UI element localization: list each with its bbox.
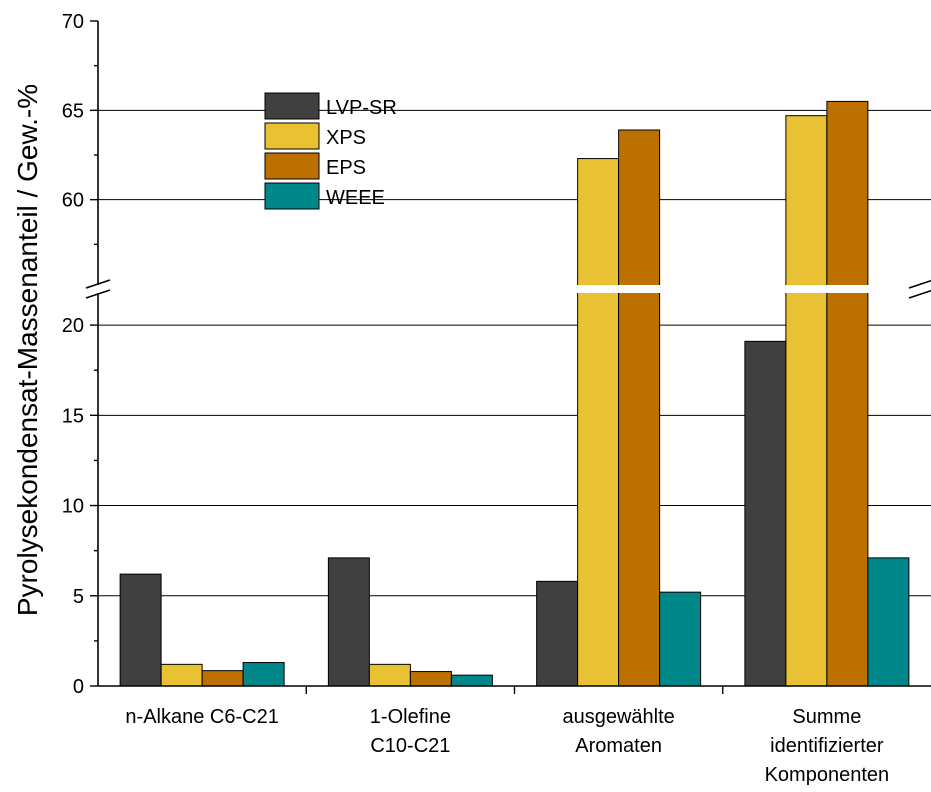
bar-xps-1	[160, 663, 203, 687]
legend-swatch-xps	[264, 122, 320, 150]
legend-swatch-lvp-sr	[264, 92, 320, 120]
y-tick-label: 20	[62, 315, 84, 337]
bar-lvp-sr-1	[119, 573, 162, 687]
category-label: C10-C21	[370, 735, 450, 757]
category-label: identifizierter	[770, 735, 884, 757]
bar-lvp-sr-2	[327, 557, 370, 687]
axis-break-mark	[908, 279, 931, 289]
axis-break-mark	[85, 279, 111, 289]
bar-xps-2	[368, 663, 411, 687]
legend-swatch-eps	[264, 152, 320, 180]
category-label: Aromaten	[575, 735, 662, 757]
y-tick-label: 10	[62, 496, 84, 518]
legend-swatch-weee	[264, 182, 320, 210]
bar-eps-1	[201, 670, 244, 687]
bar-weee-3	[659, 591, 702, 687]
category-label: Summe	[792, 706, 861, 728]
category-labels: n-Alkane C6-C21 1-Olefine C10-C21 ausgewähl…	[125, 706, 889, 786]
y-axis-label: Pyrolysekondensat-Massenanteil / Gew.-%	[12, 84, 43, 616]
bars	[119, 100, 910, 687]
bar-weee-2	[450, 674, 493, 687]
legend-label-lvp-sr: LVP-SR	[326, 97, 397, 119]
bar-eps-3	[618, 129, 661, 687]
category-label: Komponenten	[765, 764, 890, 786]
y-tick-label: 70	[62, 11, 84, 33]
legend-label-weee: WEEE	[326, 187, 385, 209]
bar-weee-4	[867, 557, 910, 687]
axis-break-mark	[85, 289, 111, 299]
legend: LVP-SR XPS EPS WEEE	[264, 92, 397, 210]
y-tick-label: 15	[62, 405, 84, 427]
y-tick-label: 65	[62, 100, 84, 122]
bar-eps-4	[826, 100, 869, 687]
axes	[85, 20, 931, 694]
axis-break-mark	[908, 289, 931, 299]
axis-break-gap	[90, 285, 931, 293]
category-label: n-Alkane C6-C21	[125, 706, 278, 728]
legend-label-eps: EPS	[326, 157, 366, 179]
bar-lvp-sr-3	[536, 580, 579, 687]
y-tick-labels: 0 5 10 15 20 60 65 70	[62, 11, 84, 698]
y-tick-label: 0	[73, 676, 84, 698]
bar-xps-4	[785, 115, 828, 687]
category-label: 1-Olefine	[370, 706, 451, 728]
bar-eps-2	[409, 671, 452, 687]
bar-xps-3	[577, 158, 620, 687]
legend-label-xps: XPS	[326, 127, 366, 149]
category-label: ausgewählte	[562, 706, 674, 728]
bar-lvp-sr-4	[744, 340, 787, 687]
y-tick-label: 5	[73, 586, 84, 608]
y-tick-label: 60	[62, 190, 84, 212]
bar-weee-1	[242, 662, 285, 687]
